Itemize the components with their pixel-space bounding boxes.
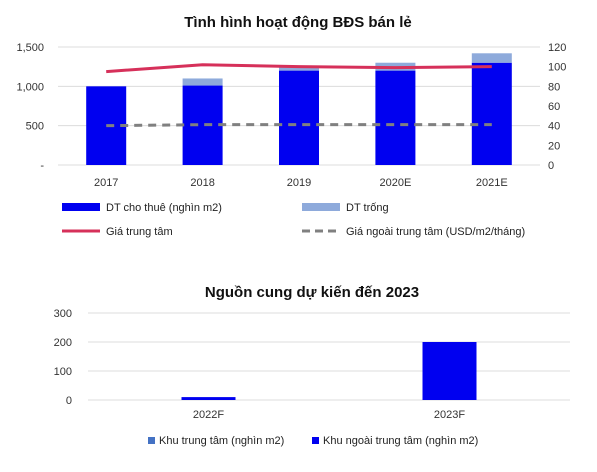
y-tick-label: - [40,160,44,172]
y2-tick-label: 120 [548,42,566,54]
bar-dt-cho-thue [279,70,319,165]
legend-label: Khu ngoài trung tâm (nghìn m2) [323,435,478,447]
legend-swatch [302,203,340,211]
line-gia-trung-tam [106,63,492,74]
chart-supply-forecast: Nguồn cung dự kiến đến 2023 0 100 200 300 2… [54,284,570,447]
x-tick-label: 2017 [94,177,118,189]
y-tick-label: 1,500 [16,42,44,54]
legend-label: Khu trung tâm (nghìn m2) [159,435,284,447]
y-tick-label: 0 [66,395,72,407]
y2-tick-label: 0 [548,160,554,172]
y-tick-label: 100 [54,366,72,378]
y2-tick-label: 20 [548,140,560,152]
x-tick-label: 2021E [476,177,508,189]
bar-dt-cho-thue [375,70,416,165]
bar-khu-ngoai-trung-tam [422,342,477,400]
bar-dt-trong [279,66,319,71]
y2-tick-label: 60 [548,101,560,113]
legend-swatch [312,437,319,444]
y2-tick-label: 80 [548,81,560,93]
x-tick-label: 2022F [193,409,224,421]
x-tick-label: 2018 [190,177,214,189]
y2-tick-label: 40 [548,121,560,133]
bar-khu-ngoai-trung-tam [181,397,236,400]
y-tick-label: 200 [54,337,72,349]
legend-label: Giá trung tâm [106,226,173,238]
chart-title: Tình hình hoạt động BĐS bán lẻ [184,14,411,31]
y2-tick-label: 100 [548,62,566,74]
x-tick-label: 2023F [434,409,465,421]
legend-swatch [62,203,100,211]
legend-label: Giá ngoài trung tâm (USD/m2/tháng) [346,226,525,238]
legend-label: DT trống [346,202,389,214]
chart-title: Nguồn cung dự kiến đến 2023 [205,284,419,301]
bar-dt-trong [182,78,223,86]
bar-dt-cho-thue [86,86,127,165]
legend-swatch [148,437,155,444]
x-tick-label: 2019 [287,177,311,189]
bar-dt-trong [471,53,512,63]
x-tick-label: 2020E [379,177,411,189]
y-tick-label: 1,000 [16,81,44,93]
y-tick-label: 300 [54,308,72,320]
legend-label: DT cho thuê (nghìn m2) [106,202,222,214]
y-tick-label: 500 [26,121,44,133]
bar-dt-cho-thue [471,62,512,165]
bar-dt-cho-thue [182,85,223,165]
chart-retail-activity: Tình hình hoạt động BĐS bán lẻ - 500 1,000… [16,14,566,238]
